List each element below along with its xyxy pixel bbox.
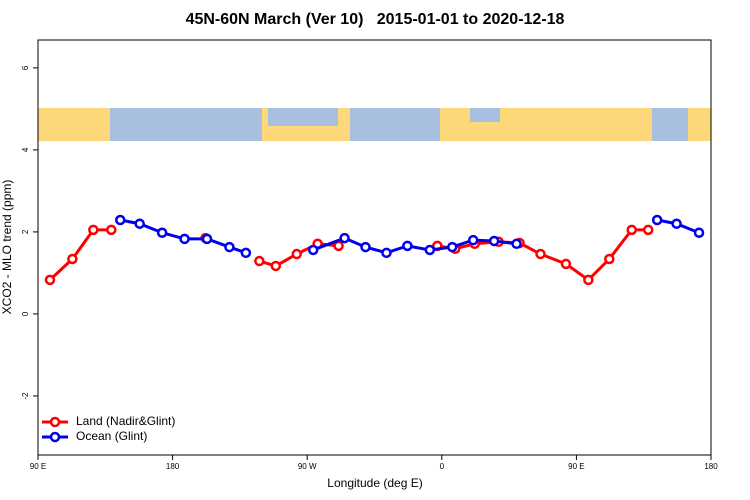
legend-swatch-point bbox=[49, 431, 61, 443]
x-tick-label: 180 bbox=[704, 462, 718, 471]
point bbox=[604, 253, 615, 265]
point bbox=[254, 255, 265, 267]
point bbox=[115, 214, 126, 226]
point bbox=[511, 238, 522, 250]
point bbox=[693, 227, 705, 238]
point bbox=[671, 218, 682, 229]
point bbox=[134, 218, 145, 229]
point bbox=[333, 240, 344, 252]
point bbox=[583, 274, 594, 286]
point bbox=[201, 233, 213, 245]
point bbox=[467, 234, 479, 246]
x-axis-label: Longitude (deg E) bbox=[327, 476, 422, 490]
x-tick-label: 90 E bbox=[30, 462, 46, 471]
point bbox=[307, 244, 319, 256]
point bbox=[447, 241, 458, 253]
point bbox=[179, 233, 190, 245]
chart-title: 45N-60N March (Ver 10) 2015-01-01 to 202… bbox=[186, 11, 565, 28]
point bbox=[488, 235, 500, 247]
point bbox=[626, 224, 637, 236]
point bbox=[642, 224, 654, 236]
point bbox=[106, 224, 117, 236]
y-axis-label: XCO2 - MLO trend (ppm) bbox=[0, 180, 14, 315]
x-tick-label: 0 bbox=[440, 462, 445, 471]
point bbox=[402, 240, 413, 252]
y-tick-label: 0 bbox=[21, 311, 30, 316]
point bbox=[270, 260, 282, 272]
x-tick-label: 90 E bbox=[568, 462, 584, 471]
point bbox=[651, 214, 663, 226]
point bbox=[381, 247, 392, 259]
y-tick-label: 6 bbox=[21, 65, 30, 70]
point bbox=[88, 224, 99, 236]
legend-label: Ocean (Glint) bbox=[76, 429, 147, 443]
point bbox=[560, 258, 572, 270]
legend-swatch-point bbox=[49, 416, 61, 428]
map-strip bbox=[38, 108, 711, 141]
point bbox=[291, 248, 302, 260]
point bbox=[156, 227, 168, 238]
legend-label: Land (Nadir&Glint) bbox=[76, 414, 175, 428]
point bbox=[240, 247, 252, 259]
x-tick-label: 180 bbox=[166, 462, 180, 471]
point bbox=[67, 253, 78, 265]
y-tick-label: -2 bbox=[21, 392, 30, 400]
point bbox=[535, 248, 546, 260]
point bbox=[224, 241, 235, 253]
point bbox=[424, 244, 436, 256]
y-tick-label: 4 bbox=[21, 147, 30, 152]
y-tick-label: 2 bbox=[21, 229, 30, 234]
plot-frame bbox=[37, 39, 712, 456]
point bbox=[360, 241, 371, 253]
x-tick-label: 90 W bbox=[298, 462, 317, 471]
point bbox=[44, 274, 56, 286]
point bbox=[339, 232, 350, 244]
